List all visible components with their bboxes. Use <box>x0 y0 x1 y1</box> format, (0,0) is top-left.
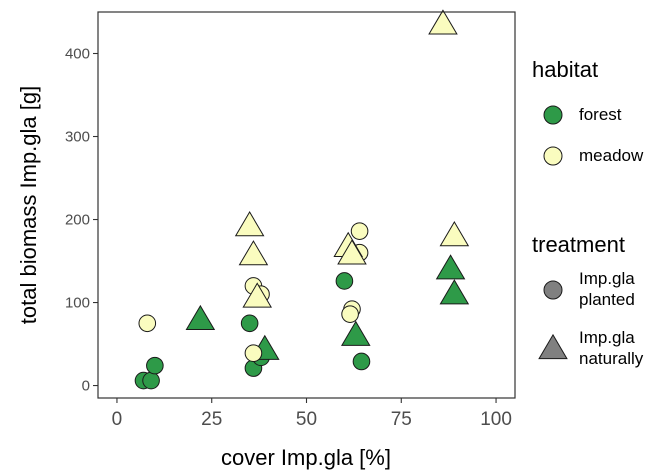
point-forest-planted <box>146 356 164 375</box>
point-forest-naturally <box>435 254 466 280</box>
data-points <box>134 9 470 390</box>
legend-key-meadow <box>543 146 563 166</box>
legend-label-forest: forest <box>579 105 622 124</box>
point-forest-planted <box>352 352 371 371</box>
x-tick-label: 75 <box>391 409 412 430</box>
point-meadow-naturally <box>439 221 470 247</box>
legend-label-treatment-line: planted <box>579 290 635 309</box>
legend-key-planted <box>543 280 563 300</box>
legend-title-treatment: treatment <box>532 232 625 257</box>
legend-label-meadow: meadow <box>579 146 644 165</box>
point-forest-naturally <box>340 320 371 346</box>
x-tick-label: 0 <box>112 409 123 430</box>
x-tick-label: 25 <box>201 409 222 430</box>
legend-title-habitat: habitat <box>532 57 598 82</box>
x-axis: 0 25 50 75 100 <box>112 398 512 430</box>
x-axis-title: cover Imp.gla [%] <box>221 445 391 470</box>
point-forest-planted <box>335 272 354 290</box>
legend-label-treatment-line: Imp.gla <box>579 328 635 347</box>
y-axis-title: total biomass Imp.gla [g] <box>16 86 41 324</box>
point-meadow-planted <box>244 344 263 362</box>
point-meadow-planted <box>341 305 359 323</box>
x-tick-label: 100 <box>480 409 512 430</box>
point-meadow-naturally <box>428 9 458 35</box>
y-tick-label: 300 <box>65 129 90 146</box>
legend: habitat forest meadow treatment Imp.gla plant… <box>532 57 644 368</box>
legend-key-forest <box>543 105 563 125</box>
point-meadow-naturally <box>337 239 367 265</box>
y-axis: 0 100 200 300 400 <box>65 46 98 395</box>
x-tick-label: 50 <box>296 409 317 430</box>
legend-label-treatment-line: Imp.gla <box>579 269 635 288</box>
point-meadow-naturally <box>242 282 273 308</box>
point-forest-planted <box>142 371 160 390</box>
legend-key-naturally <box>538 333 568 360</box>
y-tick-label: 200 <box>65 212 90 229</box>
point-meadow-naturally <box>238 240 269 266</box>
point-meadow-planted <box>138 314 157 333</box>
point-meadow-naturally <box>234 211 265 237</box>
y-tick-label: 100 <box>65 295 90 312</box>
y-tick-label: 0 <box>82 378 90 395</box>
point-forest-naturally <box>185 304 216 331</box>
legend-label-treatment-line: naturally <box>579 349 644 368</box>
point-forest-naturally <box>439 279 470 305</box>
point-meadow-planted <box>350 222 369 240</box>
point-forest-planted <box>240 314 259 333</box>
y-tick-label: 400 <box>65 46 90 63</box>
